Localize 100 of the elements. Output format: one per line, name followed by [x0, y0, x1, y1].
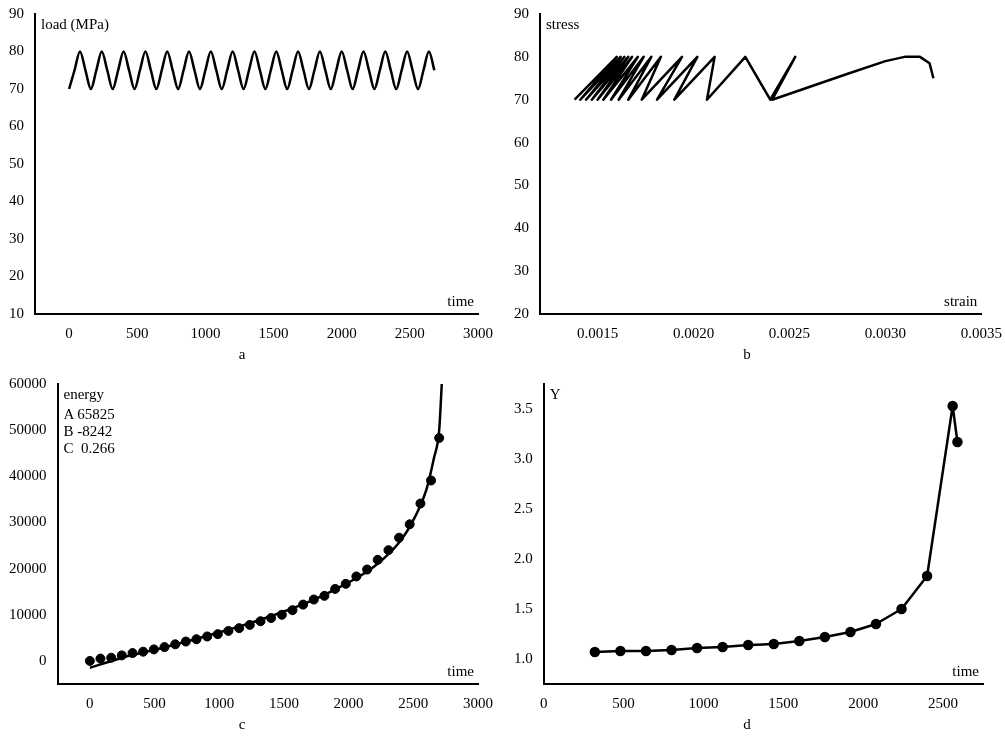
y-tick-label: 1.5	[514, 599, 533, 616]
point	[362, 564, 373, 575]
y-axis-title: stress	[546, 16, 580, 33]
point	[426, 475, 437, 486]
y-axis-title: load (MPa)	[41, 16, 109, 34]
y-tick-label: 60	[514, 133, 529, 150]
point	[298, 599, 309, 610]
x-tick-label: 0	[540, 694, 548, 711]
y-tick-label: 20000	[9, 559, 47, 576]
point	[896, 603, 907, 615]
point	[794, 635, 805, 647]
x-tick-label: 2500	[394, 324, 425, 341]
y-tick-label: 70	[9, 79, 24, 96]
annotation: A 65825	[63, 406, 115, 423]
text: d	[743, 715, 752, 732]
point	[287, 605, 298, 616]
point	[212, 629, 223, 640]
y-tick-label: 3.0	[514, 449, 533, 466]
y-tick-label: 30000	[9, 513, 47, 530]
x-tick-label: 1500	[258, 324, 289, 341]
point	[319, 590, 330, 601]
point	[351, 571, 362, 582]
annotation: B -8242	[63, 423, 113, 440]
point	[415, 498, 426, 509]
point	[191, 634, 202, 645]
x-tick-label: 0.0030	[864, 324, 907, 341]
annotation: C 0.266	[63, 440, 116, 457]
y-tick-label: 2.5	[514, 499, 533, 516]
x-tick-label: 3000	[463, 324, 493, 341]
text: b	[743, 345, 751, 362]
y-tick-label: 80	[9, 42, 24, 59]
x-tick-label: 2000	[848, 694, 879, 711]
y-tick-label: 60000	[9, 374, 47, 391]
point	[202, 631, 213, 642]
x-tick-label: 2000	[333, 694, 364, 711]
point	[691, 642, 703, 654]
y-tick-label: 40	[514, 219, 529, 236]
y-tick-label: 10000	[9, 605, 47, 622]
point	[394, 532, 405, 543]
x-axis-title: time	[447, 663, 475, 680]
y-tick-label: 20	[514, 304, 529, 321]
point	[742, 639, 754, 651]
y-tick-label: 30	[514, 262, 529, 279]
y-tick-label: 20	[9, 267, 24, 284]
point	[717, 641, 728, 653]
point	[640, 645, 652, 657]
point	[266, 613, 277, 623]
x-tick-label: 2000	[326, 324, 357, 341]
x-tick-label: 2500	[928, 694, 959, 711]
point	[95, 653, 106, 664]
point	[589, 646, 601, 658]
x-tick-label: 1500	[768, 694, 799, 711]
x-tick-label: 500	[125, 324, 149, 341]
point	[870, 618, 882, 630]
y-tick-label: 1.0	[514, 649, 533, 666]
y-tick-label: 30	[9, 229, 24, 246]
point	[106, 652, 117, 663]
x-axis-title: strain	[944, 293, 978, 310]
x-tick-label: 500	[143, 694, 166, 711]
point	[223, 625, 234, 636]
point	[845, 626, 856, 638]
y-tick-label: 50000	[9, 421, 47, 438]
point	[308, 594, 319, 605]
point	[170, 639, 181, 650]
y-tick-label: 40	[9, 192, 24, 209]
x-tick-label: 0	[65, 324, 73, 341]
x-tick-label: 0	[86, 694, 94, 711]
point	[383, 545, 394, 556]
point	[127, 648, 138, 659]
point	[84, 655, 95, 666]
point	[276, 609, 287, 620]
point	[340, 578, 351, 589]
x-tick-label: 0.0015	[576, 324, 619, 341]
y-tick-label: 3.5	[514, 399, 533, 416]
x-axis-title: time	[447, 293, 475, 310]
y-tick-label: 50	[9, 154, 24, 171]
x-tick-label: 1000	[688, 694, 719, 711]
point	[159, 642, 170, 653]
point	[148, 644, 159, 655]
y-axis-title: Y	[549, 386, 561, 403]
y-tick-label: 40000	[9, 467, 47, 484]
point	[666, 644, 677, 656]
y-tick-label: 90	[514, 4, 529, 21]
point	[947, 400, 958, 412]
point	[952, 436, 963, 448]
point	[138, 646, 149, 657]
point	[372, 554, 383, 565]
x-tick-label: 2500	[398, 694, 429, 711]
text: a	[238, 345, 246, 362]
text: c	[238, 715, 246, 732]
y-tick-label: 80	[514, 47, 529, 64]
point	[180, 636, 191, 647]
x-axis-title: time	[952, 663, 980, 680]
point	[244, 619, 255, 630]
point	[255, 616, 266, 627]
x-tick-label: 500	[612, 694, 635, 711]
point	[615, 645, 626, 657]
x-tick-label: 0.0020	[672, 324, 715, 341]
point	[768, 638, 780, 650]
point	[116, 650, 127, 661]
